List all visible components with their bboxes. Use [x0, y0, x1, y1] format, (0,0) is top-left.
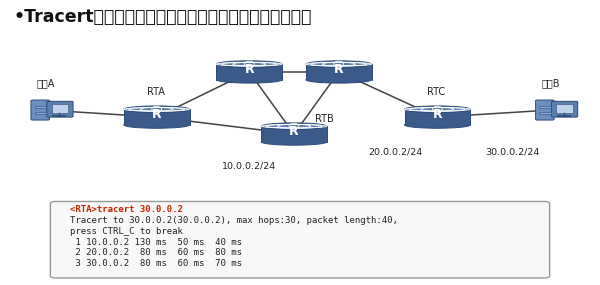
- Bar: [306, 64, 371, 80]
- Bar: [404, 109, 470, 125]
- Text: 3 30.0.0.2  80 ms  60 ms  70 ms: 3 30.0.0.2 80 ms 60 ms 70 ms: [70, 259, 242, 268]
- Text: R: R: [152, 108, 161, 121]
- Bar: [539, 106, 551, 108]
- Text: 主机B: 主机B: [542, 78, 560, 88]
- Ellipse shape: [404, 106, 470, 113]
- Ellipse shape: [306, 61, 371, 68]
- Text: R: R: [289, 125, 299, 138]
- Ellipse shape: [404, 121, 470, 128]
- Bar: [124, 109, 190, 125]
- Text: RTB: RTB: [314, 113, 333, 123]
- Bar: [261, 126, 327, 142]
- Text: R: R: [433, 108, 442, 121]
- Ellipse shape: [261, 139, 327, 145]
- Ellipse shape: [217, 61, 282, 68]
- Bar: [556, 104, 573, 113]
- Ellipse shape: [124, 106, 190, 113]
- Text: RTC: RTC: [427, 87, 445, 97]
- Text: 主机A: 主机A: [37, 78, 55, 88]
- FancyBboxPatch shape: [536, 100, 554, 120]
- Ellipse shape: [306, 76, 371, 83]
- FancyBboxPatch shape: [551, 101, 578, 117]
- Text: 20.0.0.2/24: 20.0.0.2/24: [368, 147, 422, 156]
- Text: 1 10.0.0.2 130 ms  50 ms  40 ms: 1 10.0.0.2 130 ms 50 ms 40 ms: [70, 238, 242, 247]
- Bar: [52, 104, 68, 113]
- Text: R: R: [244, 63, 254, 76]
- Ellipse shape: [124, 121, 190, 128]
- Text: <RTA>tracert 30.0.0.2: <RTA>tracert 30.0.0.2: [70, 205, 183, 214]
- Text: 30.0.0.2/24: 30.0.0.2/24: [485, 147, 539, 156]
- Ellipse shape: [261, 123, 327, 130]
- Text: 2 20.0.0.2  80 ms  60 ms  80 ms: 2 20.0.0.2 80 ms 60 ms 80 ms: [70, 248, 242, 257]
- Bar: [35, 106, 46, 108]
- Text: RTA: RTA: [146, 87, 164, 97]
- Bar: [217, 64, 282, 80]
- Text: R: R: [334, 63, 344, 76]
- Ellipse shape: [217, 76, 282, 83]
- Text: •Tracert显示数据包在网络传输过程中所经过的每一跳。: •Tracert显示数据包在网络传输过程中所经过的每一跳。: [13, 9, 312, 27]
- FancyBboxPatch shape: [31, 100, 49, 120]
- Text: 10.0.0.2/24: 10.0.0.2/24: [222, 162, 277, 171]
- FancyBboxPatch shape: [47, 101, 73, 117]
- FancyBboxPatch shape: [50, 201, 550, 278]
- Bar: [35, 112, 46, 114]
- Text: press CTRL_C to break: press CTRL_C to break: [70, 227, 183, 236]
- Bar: [539, 112, 551, 114]
- Text: Tracert to 30.0.0.2(30.0.0.2), max hops:30, packet length:40,: Tracert to 30.0.0.2(30.0.0.2), max hops:…: [70, 216, 398, 225]
